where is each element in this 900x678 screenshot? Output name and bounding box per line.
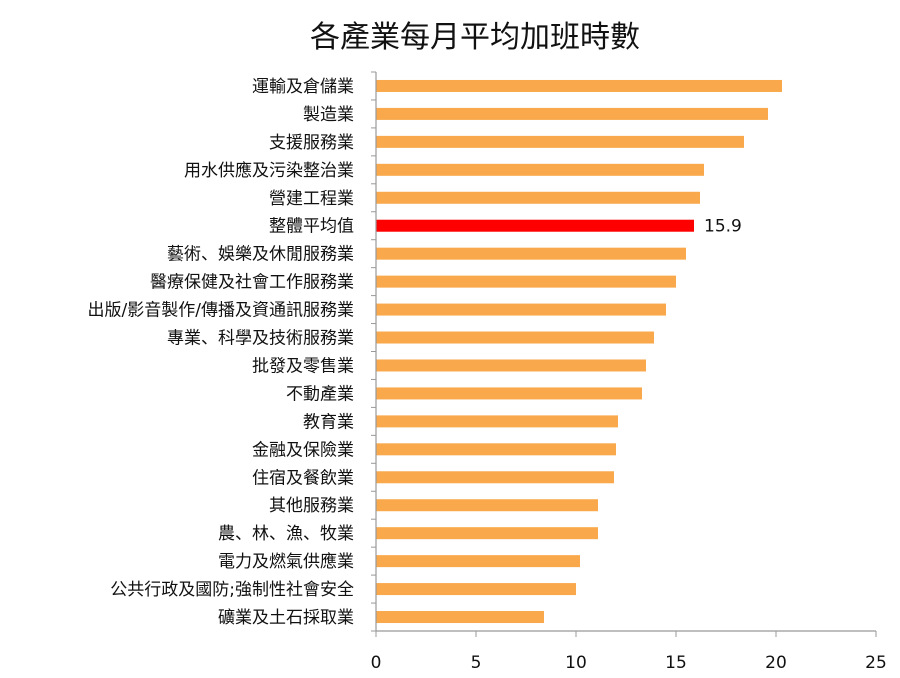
x-axis-ticks: 0 5 10 15 20 25	[371, 71, 887, 673]
category-label-7: 醫療保健及社會工作服務業	[150, 273, 354, 293]
bar-18	[376, 583, 576, 596]
category-label-8: 出版/影音製作/傳播及資通訊服務業	[88, 301, 354, 321]
bar-2	[376, 135, 744, 148]
bar-17	[376, 555, 580, 568]
bar-7	[376, 275, 676, 288]
bar-11	[376, 387, 642, 400]
category-label-5: 整體平均值	[269, 217, 354, 237]
bar-14	[376, 471, 614, 484]
bar-9	[376, 331, 654, 344]
category-label-15: 其他服務業	[269, 496, 354, 516]
x-tick-label-1: 5	[471, 653, 482, 673]
bar-4	[376, 191, 700, 204]
category-label-4: 營建工程業	[269, 189, 354, 209]
x-tick-label-4: 20	[765, 653, 787, 673]
bar-13	[376, 443, 616, 456]
bar-10	[376, 359, 646, 372]
bar-5	[376, 219, 694, 232]
bar-19	[376, 611, 544, 624]
bar-16	[376, 527, 598, 540]
x-tick-label-5: 25	[865, 653, 887, 673]
bar-1	[376, 107, 768, 120]
category-label-2: 支援服務業	[269, 133, 354, 153]
category-label-10: 批發及零售業	[252, 356, 354, 376]
category-label-3: 用水供應及污染整治業	[184, 160, 354, 181]
data-labels: 15.9	[704, 217, 742, 237]
category-label-9: 專業、科學及技術服務業	[167, 329, 354, 349]
category-label-1: 製造業	[303, 105, 354, 125]
bars-layer	[376, 79, 782, 624]
category-label-17: 電力及燃氣供應業	[218, 551, 354, 572]
x-tick-label-3: 15	[665, 653, 687, 673]
x-tick-label-0: 0	[371, 653, 382, 673]
bar-6	[376, 247, 686, 260]
category-label-18: 公共行政及國防;強制性社會安全	[110, 580, 354, 600]
chart-title: 各產業每月平均加班時數	[310, 20, 640, 55]
x-tick-label-2: 10	[565, 653, 587, 673]
axes	[375, 72, 876, 632]
bar-12	[376, 415, 618, 428]
bar-3	[376, 163, 704, 176]
category-label-14: 住宿及餐飲業	[252, 468, 354, 488]
category-label-16: 農、林、漁、牧業	[218, 524, 354, 544]
category-label-12: 教育業	[303, 412, 354, 432]
bar-8	[376, 303, 666, 316]
category-label-0: 運輸及倉儲業	[252, 77, 354, 97]
category-label-6: 藝術、娛樂及休閒服務業	[167, 245, 354, 265]
category-label-19: 礦業及土石採取業	[218, 608, 354, 628]
bar-15	[376, 499, 598, 512]
category-label-13: 金融及保險業	[252, 440, 354, 460]
category-labels: 運輸及倉儲業製造業支援服務業用水供應及污染整治業營建工程業整體平均值藝術、娛樂及…	[88, 77, 354, 628]
data-label-0: 15.9	[704, 217, 742, 237]
category-label-11: 不動產業	[286, 384, 354, 404]
bar-0	[376, 79, 782, 92]
